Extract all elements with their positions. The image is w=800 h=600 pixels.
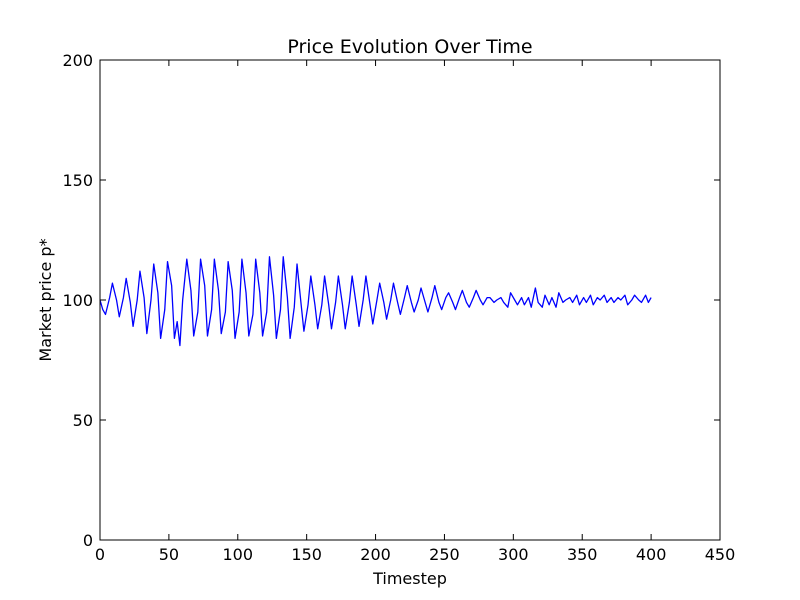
x-tick-label-400: 400 bbox=[636, 545, 667, 564]
x-tick-label-0: 0 bbox=[95, 545, 105, 564]
y-tick-label-150: 150 bbox=[62, 171, 93, 190]
x-tick-label-50: 50 bbox=[159, 545, 179, 564]
y-tick-label-100: 100 bbox=[62, 291, 93, 310]
chart-title: Price Evolution Over Time bbox=[287, 36, 532, 58]
series-line-0 bbox=[99, 256, 652, 347]
x-tick-label-350: 350 bbox=[567, 545, 598, 564]
x-tick-label-450: 450 bbox=[705, 545, 736, 564]
x-tick-label-150: 150 bbox=[291, 545, 322, 564]
x-tick-label-100: 100 bbox=[223, 545, 254, 564]
y-tick-label-50: 50 bbox=[73, 411, 93, 430]
y-tick-label-200: 200 bbox=[62, 51, 93, 70]
x-axis-label: Timestep bbox=[372, 569, 447, 588]
y-axis-label: Market price p* bbox=[36, 238, 55, 361]
plot-area: 0 50 100 150 200 250 300 350 400 450 0 50 100 150 200 bbox=[62, 51, 735, 564]
x-tick-label-250: 250 bbox=[429, 545, 460, 564]
x-tick-label-200: 200 bbox=[360, 545, 391, 564]
x-tick-label-300: 300 bbox=[498, 545, 529, 564]
y-tick-label-0: 0 bbox=[83, 531, 93, 550]
